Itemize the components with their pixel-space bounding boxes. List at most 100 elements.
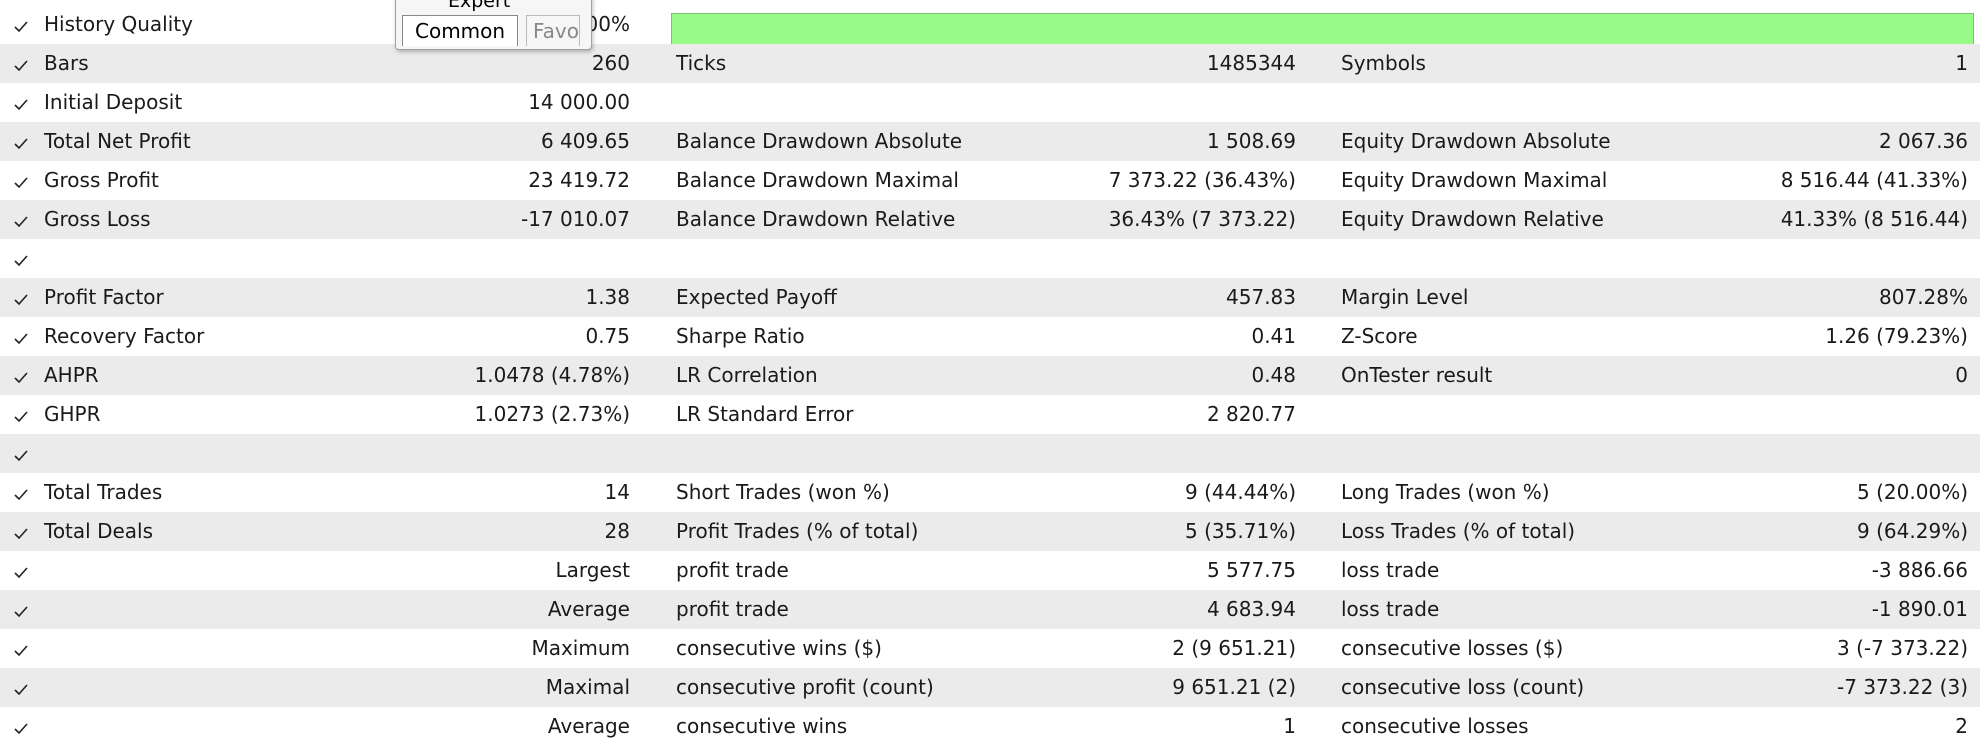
cell-text: Equity Drawdown Relative <box>1341 207 1604 231</box>
cell-text: Total Net Profit <box>44 129 191 153</box>
cell-text: 14 000.00 <box>528 90 630 114</box>
cell-text: 807.28% <box>1879 285 1968 309</box>
cell-text: Total Trades <box>44 480 163 504</box>
cell-text: loss trade <box>1341 597 1440 621</box>
report-row: Total Deals 28 Profit Trades (% of total) 5… <box>0 512 1980 551</box>
cell-text: 9 (64.29%) <box>1857 519 1968 543</box>
report-row: Profit Factor 1.38 Expected Payoff 457.83 Ma… <box>0 278 1980 317</box>
cell-text: 1.0273 (2.73%) <box>474 402 630 426</box>
report-row <box>0 434 1980 473</box>
check-icon <box>14 213 28 232</box>
cell-text: 2 <box>1955 714 1968 738</box>
cell-text: Recovery Factor <box>44 324 205 348</box>
cell-text: Balance Drawdown Relative <box>676 207 956 231</box>
cell-text: 1 <box>1283 714 1296 738</box>
cell-text: Average <box>547 597 630 621</box>
report-row: Largest profit trade 5 577.75 loss trade -3 … <box>0 551 1980 590</box>
cell-text: Profit Factor <box>44 285 164 309</box>
cell-text: Margin Level <box>1341 285 1469 309</box>
popup-title: Expert <box>448 0 511 12</box>
cell-text: Maximal <box>545 675 630 699</box>
cell-text: Ticks <box>676 51 727 75</box>
cell-text: Z-Score <box>1341 324 1418 348</box>
cell-text: Balance Drawdown Maximal <box>676 168 959 192</box>
cell-text: consecutive loss (count) <box>1341 675 1585 699</box>
cell-text: 0.75 <box>585 324 630 348</box>
cell-text: 457.83 <box>1226 285 1296 309</box>
cell-text: consecutive profit (count) <box>676 675 934 699</box>
cell-text: 5 577.75 <box>1206 558 1296 582</box>
cell-text: 41.33% (8 516.44) <box>1780 207 1968 231</box>
report-row: Recovery Factor 0.75 Sharpe Ratio 0.41 Z-Sco… <box>0 317 1980 356</box>
report-row: Average consecutive wins 1 consecutive loss… <box>0 707 1980 746</box>
cell-text: profit trade <box>676 558 789 582</box>
cell-text: Gross Profit <box>44 168 159 192</box>
cell-text: consecutive wins <box>676 714 848 738</box>
cell-text: 2 (9 651.21) <box>1172 636 1296 660</box>
popup-window: Expert Common Favo <box>395 0 592 50</box>
check-icon <box>14 564 28 583</box>
cell-text: 1 508.69 <box>1206 129 1296 153</box>
cell-text: Short Trades (won %) <box>676 480 890 504</box>
check-icon <box>14 720 28 739</box>
cell-text: GHPR <box>44 402 101 426</box>
report-row: Gross Profit 23 419.72 Balance Drawdown Ma… <box>0 161 1980 200</box>
cell-text: Largest <box>555 558 630 582</box>
report-row: History Quality 100% <box>0 5 1980 46</box>
cell-text: Average <box>547 714 630 738</box>
cell-text: 4 683.94 <box>1206 597 1296 621</box>
cell-text: Total Deals <box>44 519 154 543</box>
cell-text: 14 <box>604 480 630 504</box>
report-row: Initial Deposit 14 000.00 <box>0 83 1980 122</box>
cell-text: 1.38 <box>585 285 630 309</box>
cell-text: Maximum <box>531 636 630 660</box>
cell-text: Bars <box>44 51 89 75</box>
cell-text: Gross Loss <box>44 207 151 231</box>
cell-text: 36.43% (7 373.22) <box>1108 207 1296 231</box>
report-row: Bars 260 Ticks 1485344 Symbols 1 <box>0 44 1980 83</box>
check-icon <box>14 18 28 37</box>
cell-text: 6 409.65 <box>540 129 630 153</box>
check-icon <box>14 408 28 427</box>
cell-text: 1.26 (79.23%) <box>1825 324 1968 348</box>
cell-text: 2 067.36 <box>1878 129 1968 153</box>
check-icon <box>14 603 28 622</box>
cell-text: 0.41 <box>1251 324 1296 348</box>
cell-text: Sharpe Ratio <box>676 324 805 348</box>
cell-text: Long Trades (won %) <box>1341 480 1550 504</box>
cell-text: 2 820.77 <box>1206 402 1296 426</box>
check-icon <box>14 447 28 466</box>
cell-text: Loss Trades (% of total) <box>1341 519 1576 543</box>
cell-text: 23 419.72 <box>528 168 630 192</box>
cell-text: Initial Deposit <box>44 90 183 114</box>
cell-text: consecutive losses ($) <box>1341 636 1564 660</box>
cell-text: 9 (44.44%) <box>1185 480 1296 504</box>
cell-text: 9 651.21 (2) <box>1172 675 1296 699</box>
report-row: Total Net Profit 6 409.65 Balance Drawdown… <box>0 122 1980 161</box>
cell-text: LR Correlation <box>676 363 818 387</box>
cell-text: -17 010.07 <box>520 207 630 231</box>
cell-text: History Quality <box>44 12 193 36</box>
cell-text: Symbols <box>1341 51 1426 75</box>
cell-text: -7 373.22 (3) <box>1837 675 1968 699</box>
cell-text: 5 (20.00%) <box>1857 480 1968 504</box>
cell-text: Equity Drawdown Absolute <box>1341 129 1611 153</box>
check-icon <box>14 642 28 661</box>
check-icon <box>14 96 28 115</box>
check-icon <box>14 681 28 700</box>
cell-text: -3 886.66 <box>1871 558 1968 582</box>
tab[interactable]: Common <box>402 15 519 46</box>
quality-bar <box>671 13 1974 46</box>
cell-text: loss trade <box>1341 558 1440 582</box>
cell-text: OnTester result <box>1341 363 1493 387</box>
cell-text: LR Standard Error <box>676 402 854 426</box>
cell-text: 8 516.44 (41.33%) <box>1780 168 1968 192</box>
check-icon <box>14 252 28 271</box>
cell-text: AHPR <box>44 363 99 387</box>
cell-text: Expected Payoff <box>676 285 837 309</box>
tab[interactable]: Favo <box>526 15 580 46</box>
cell-text: 1485344 <box>1206 51 1296 75</box>
check-icon <box>14 174 28 193</box>
cell-text: 260 <box>591 51 630 75</box>
